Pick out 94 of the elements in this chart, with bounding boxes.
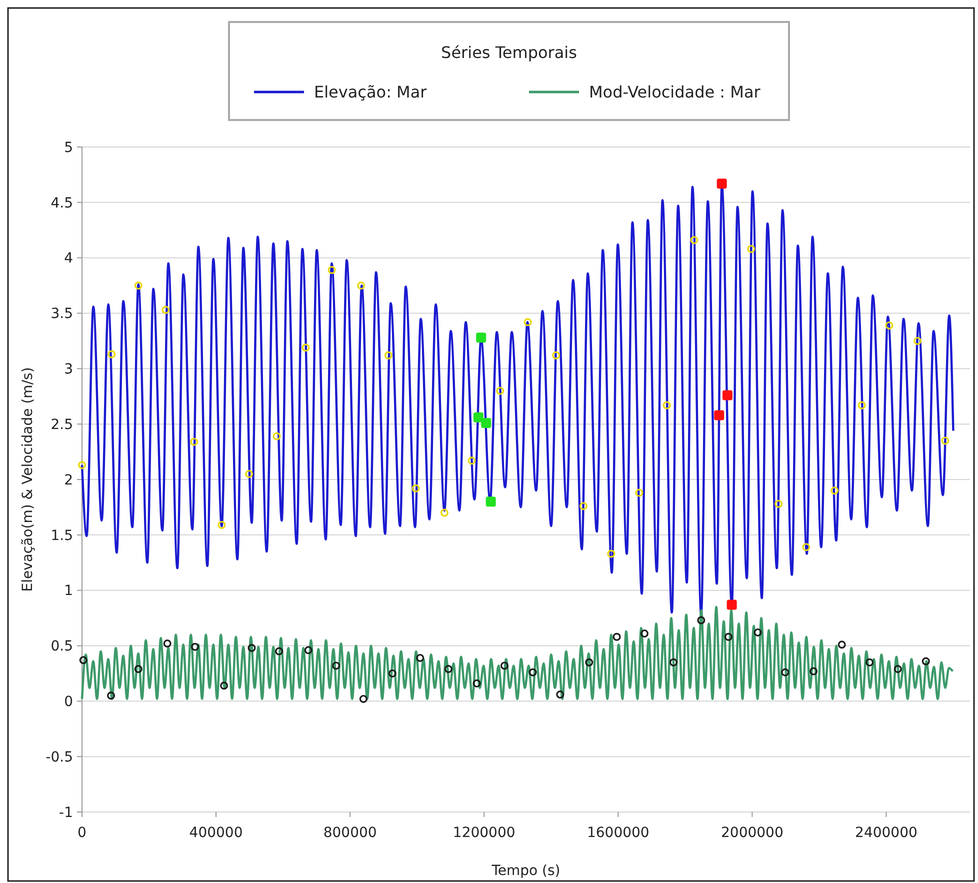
point bbox=[722, 390, 732, 400]
point bbox=[444, 665, 452, 674]
point bbox=[802, 543, 810, 552]
point bbox=[107, 692, 116, 700]
point bbox=[79, 656, 88, 664]
point bbox=[690, 236, 698, 244]
point bbox=[528, 668, 537, 676]
x-tick-label: 2400000 bbox=[855, 825, 918, 841]
point bbox=[885, 321, 894, 330]
point bbox=[726, 600, 737, 610]
point bbox=[774, 500, 783, 508]
y-tick-label: 3.5 bbox=[50, 306, 73, 322]
point bbox=[914, 336, 922, 345]
point bbox=[440, 508, 448, 517]
point bbox=[858, 401, 866, 410]
point bbox=[635, 488, 644, 497]
point bbox=[162, 306, 170, 314]
legend-title: Séries Temporais bbox=[441, 43, 577, 62]
point bbox=[585, 658, 594, 666]
point bbox=[697, 616, 706, 624]
point bbox=[332, 662, 340, 670]
y-tick-label: 5 bbox=[64, 140, 73, 156]
point bbox=[662, 401, 671, 410]
y-tick-label: 4 bbox=[64, 250, 74, 267]
point bbox=[607, 550, 616, 558]
point bbox=[245, 470, 254, 478]
y-tick-label: 0.5 bbox=[50, 638, 73, 655]
point bbox=[714, 410, 724, 420]
point bbox=[941, 436, 950, 445]
point bbox=[781, 668, 790, 676]
point bbox=[357, 282, 366, 290]
point bbox=[108, 350, 116, 358]
point bbox=[838, 640, 846, 649]
point bbox=[472, 679, 481, 688]
point bbox=[476, 332, 486, 343]
point bbox=[747, 244, 756, 253]
legend-label: Elevação: Mar bbox=[314, 82, 428, 102]
point bbox=[275, 647, 284, 656]
y-tick-label: 0 bbox=[64, 694, 73, 710]
point bbox=[302, 344, 310, 352]
point bbox=[272, 432, 281, 440]
point bbox=[468, 456, 476, 465]
point bbox=[481, 418, 492, 428]
point bbox=[524, 318, 532, 326]
y-tick-label: 2 bbox=[64, 472, 73, 488]
point bbox=[552, 351, 560, 360]
point bbox=[640, 630, 648, 638]
y-tick-label: 4.5 bbox=[50, 195, 73, 212]
point bbox=[556, 690, 564, 699]
point bbox=[810, 667, 818, 676]
point bbox=[218, 520, 226, 529]
x-tick-label: 0 bbox=[78, 825, 86, 841]
point bbox=[866, 658, 874, 666]
point bbox=[412, 484, 420, 492]
point bbox=[328, 266, 336, 274]
point bbox=[304, 646, 312, 654]
point bbox=[669, 658, 678, 666]
point bbox=[220, 682, 228, 690]
x-tick-label: 800000 bbox=[323, 825, 377, 841]
point bbox=[359, 694, 368, 703]
point bbox=[388, 669, 396, 678]
x-axis-title: Tempo (s) bbox=[490, 863, 560, 879]
point bbox=[248, 644, 256, 652]
point bbox=[716, 178, 727, 189]
point bbox=[78, 461, 86, 470]
point bbox=[486, 496, 496, 507]
legend-label: Mod-Velocidade : Mar bbox=[589, 82, 761, 102]
x-tick-label: 1200000 bbox=[452, 825, 516, 841]
point bbox=[384, 351, 392, 360]
point bbox=[191, 642, 200, 651]
x-tick-label: 1600000 bbox=[586, 825, 650, 841]
point bbox=[922, 657, 930, 666]
y-tick-label: 3 bbox=[64, 362, 73, 378]
point bbox=[134, 665, 142, 674]
point bbox=[612, 632, 621, 641]
y-tick-label: 2.5 bbox=[50, 416, 73, 433]
point bbox=[894, 665, 902, 674]
point bbox=[416, 654, 424, 662]
point bbox=[190, 438, 198, 446]
y-tick-label: 1 bbox=[64, 583, 73, 600]
x-tick-label: 2000000 bbox=[721, 825, 784, 841]
point bbox=[724, 632, 732, 641]
x-tick-label: 400000 bbox=[189, 825, 243, 841]
point bbox=[500, 662, 508, 670]
point bbox=[754, 628, 762, 636]
point bbox=[496, 386, 504, 395]
y-tick-label: -1 bbox=[59, 804, 73, 821]
y-axis-title: Elevação(m) & Velocidade (m/s) bbox=[20, 367, 36, 592]
point bbox=[163, 640, 172, 648]
point bbox=[134, 282, 142, 290]
y-tick-label: -0.5 bbox=[46, 749, 73, 766]
y-tick-label: 1.5 bbox=[50, 528, 73, 544]
point bbox=[830, 486, 839, 495]
point bbox=[579, 502, 588, 510]
